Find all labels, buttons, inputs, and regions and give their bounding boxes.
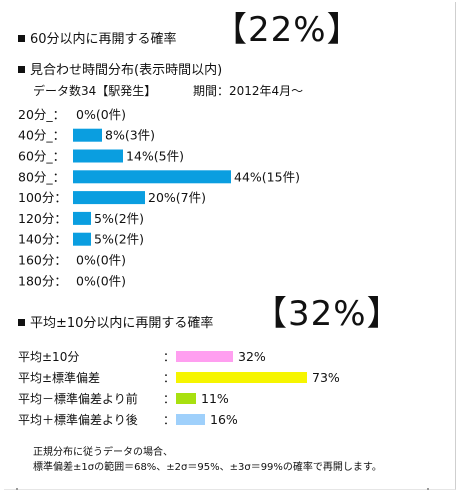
panel-frame [4, 2, 456, 490]
distribution-bar [73, 232, 91, 246]
category-label: 平均±10分 [18, 350, 79, 364]
square-bullet-icon [18, 66, 25, 73]
bar-value-label: 5%(2件) [94, 211, 144, 226]
category-label: 平均＋標準偏差より後 [18, 412, 138, 427]
bar-value-label: 0%(0件) [76, 273, 126, 288]
distribution-bar [73, 128, 102, 142]
separator-colon: ： [163, 392, 175, 406]
bar-value-label: 11% [201, 391, 229, 406]
corner-mark [427, 488, 429, 490]
separator-colon: ： [163, 413, 175, 427]
data-period: 期間：2012年4月～ [193, 84, 304, 98]
square-bullet-icon [18, 35, 25, 42]
category-label: 40分_： [18, 128, 65, 143]
category-label: 160分： [18, 253, 67, 268]
section3-heading: 平均±10分以内に再開する確率 [18, 316, 213, 332]
distribution-bar [73, 191, 145, 205]
distribution-bar [73, 149, 123, 163]
probability-bar [176, 372, 307, 383]
probability-bar [176, 393, 196, 404]
bar-value-label: 44%(15件) [234, 169, 300, 184]
category-label: 60分_： [18, 149, 65, 164]
probability-mean-10min-value: 【32%】 [253, 294, 402, 334]
bar-value-label: 73% [312, 370, 340, 385]
section2-heading: 見合わせ時間分布(表示時間以内) [18, 63, 222, 79]
corner-mark [16, 488, 18, 490]
bar-value-label: 0%(0件) [76, 107, 126, 122]
note-line-1: 正規分布に従うデータの場合、 [33, 447, 173, 458]
probability-bar [176, 414, 205, 425]
bar-value-label: 20%(7件) [148, 190, 206, 205]
category-label: 180分： [18, 273, 67, 288]
note-line-2: 標準偏差±1σの範囲＝68%、±2σ＝95%、±3σ＝99%の確率で再開します。 [33, 462, 382, 473]
category-label: 120分： [18, 211, 67, 226]
bar-value-label: 32% [238, 349, 266, 364]
bar-value-label: 16% [210, 412, 238, 427]
probability-bar [176, 351, 233, 362]
data-count: データ数34【駅発生】 [33, 84, 157, 98]
category-label: 平均－標準偏差より前 [18, 391, 138, 406]
category-label: 80分_： [18, 169, 65, 184]
bar-value-label: 0%(0件) [76, 253, 126, 268]
category-label: 20分_： [18, 107, 65, 122]
distribution-bar [73, 170, 231, 184]
separator-colon: ： [163, 350, 175, 364]
category-label: 140分： [18, 232, 67, 247]
bar-value-label: 5%(2件) [94, 232, 144, 247]
bar-value-label: 8%(3件) [105, 128, 155, 143]
distribution-bar [73, 211, 91, 225]
category-label: 100分： [18, 190, 67, 205]
category-label: 平均±標準偏差 [18, 370, 100, 385]
probability-60min-value: 【22%】 [213, 10, 362, 50]
square-bullet-icon [18, 319, 25, 326]
section1-heading: 60分以内に再開する確率 [18, 32, 177, 48]
separator-colon: ： [163, 371, 175, 385]
bar-value-label: 14%(5件) [126, 149, 184, 164]
